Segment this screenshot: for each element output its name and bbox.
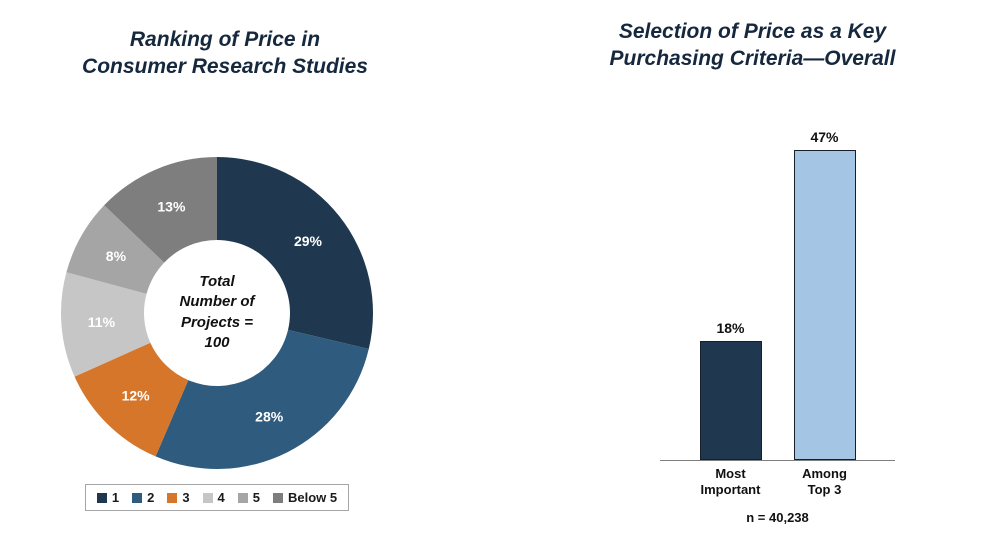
bar-group-among-top-3: 47% <box>780 129 870 460</box>
legend-item-below-5: Below 5 <box>273 490 337 505</box>
bar-chart-title: Selection of Price as a Key Purchasing C… <box>609 20 896 71</box>
legend-label: 5 <box>252 490 261 505</box>
bar-among-top-3 <box>793 149 856 460</box>
bar-category-label: Most Important <box>700 466 761 497</box>
legend-label: 1 <box>111 490 120 505</box>
donut-value-label: 8% <box>106 248 127 264</box>
legend-swatch <box>167 492 178 503</box>
legend-swatch <box>96 492 107 503</box>
donut-chart-title: Ranking of Price in Consumer Research St… <box>82 28 368 79</box>
bar-chart-plot: 18% 47% <box>660 118 895 460</box>
donut-segment-5 <box>66 205 165 294</box>
donut-center-label: Total Number of Projects = 100 <box>179 273 255 351</box>
donut-value-label: 29% <box>294 233 323 249</box>
donut-segment-below-5 <box>104 157 217 263</box>
legend-swatch <box>132 492 143 503</box>
legend-swatch <box>273 492 284 503</box>
bar-value-label: 18% <box>716 320 745 337</box>
donut-legend-wrap: 1 2 3 4 5 Below 5 <box>60 484 374 511</box>
donut-segment-3 <box>74 342 189 457</box>
legend-label: 4 <box>217 490 225 505</box>
donut-segment-2 <box>155 329 369 470</box>
legend-item-2: 2 <box>132 490 154 505</box>
donut-value-label: 28% <box>255 409 284 425</box>
bar-value-label: 47% <box>810 128 839 145</box>
legend-item-5: 5 <box>237 490 261 505</box>
legend-swatch <box>237 492 248 503</box>
donut-value-label: 11% <box>88 314 116 330</box>
donut-chart: 29% 28% 12% 11% 8% 13% <box>60 157 373 470</box>
legend-item-1: 1 <box>96 490 120 505</box>
donut-segment-4 <box>60 272 151 377</box>
bar-category-labels: Most Important Among Top 3 <box>660 466 895 497</box>
donut-segment-1 <box>217 157 373 350</box>
x-axis-line <box>660 460 895 461</box>
legend-swatch <box>202 492 213 503</box>
donut-value-label: 12% <box>122 388 151 404</box>
donut-value-label: 13% <box>157 198 186 214</box>
legend-item-4: 4 <box>202 490 225 505</box>
bar-most-important <box>699 341 762 460</box>
legend-label: 3 <box>182 490 190 505</box>
bar-group-most-important: 18% <box>686 320 776 460</box>
sample-size-note: n = 40,238 <box>746 510 809 525</box>
donut-legend: 1 2 3 4 5 Below 5 <box>84 484 350 511</box>
legend-item-3: 3 <box>167 490 190 505</box>
legend-label: Below 5 <box>288 490 338 505</box>
legend-label: 2 <box>147 490 155 505</box>
bar-category-label: Among Top 3 <box>802 466 847 497</box>
